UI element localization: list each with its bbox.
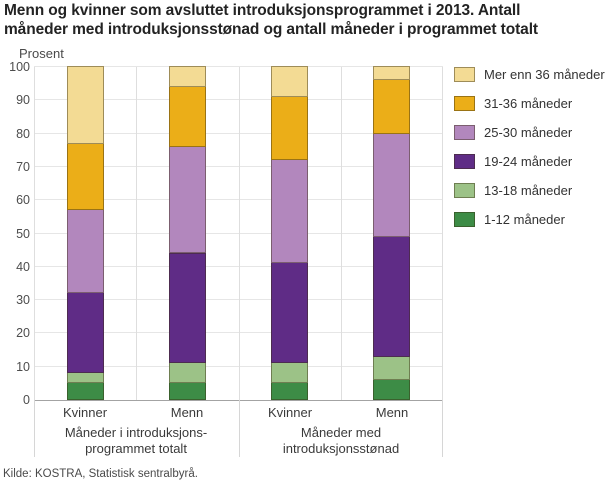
bar-segment [271, 382, 308, 400]
bar-segment [169, 382, 206, 400]
group-divider-line [442, 400, 443, 457]
y-tick-label: 30 [16, 293, 30, 307]
category-label: Menn [375, 405, 409, 420]
gridline-horizontal [34, 199, 443, 201]
legend-item: 31-36 måneder [454, 96, 605, 111]
legend-label: 1-12 måneder [484, 212, 565, 227]
group-label: Måneder med introduksjonsstønad [282, 425, 400, 456]
y-tick-label: 50 [16, 227, 30, 241]
legend: Mer enn 36 måneder 31-36 måneder 25-30 mån… [454, 67, 605, 241]
y-tick-label: 90 [16, 93, 30, 107]
legend-swatch [454, 154, 475, 169]
plot-area [34, 66, 443, 401]
legend-item: 25-30 måneder [454, 125, 605, 140]
bar-segment [67, 292, 104, 374]
bar-segment [67, 372, 104, 384]
gridline-vertical [136, 67, 137, 400]
y-axis-title: Prosent [19, 46, 64, 61]
gridline-horizontal [34, 99, 443, 101]
legend-item: 13-18 måneder [454, 183, 605, 198]
gridline-horizontal [34, 299, 443, 301]
group-label: Måneder i introduksjons- programmet tota… [64, 425, 208, 456]
bar-segment [67, 66, 104, 144]
category-label: Kvinner [62, 405, 108, 420]
bar-segment [373, 132, 410, 237]
legend-item: 19-24 måneder [454, 154, 605, 169]
y-tick-label: 0 [23, 393, 30, 407]
y-tick-label: 40 [16, 260, 30, 274]
bar-segment [169, 85, 206, 147]
bar-segment [271, 95, 308, 161]
legend-item: 1-12 måneder [454, 212, 605, 227]
legend-label: 31-36 måneder [484, 96, 573, 111]
y-tick-label: 100 [9, 60, 30, 74]
source-note: Kilde: KOSTRA, Statistisk sentralbyrå. [3, 468, 198, 480]
y-tick-label: 80 [16, 127, 30, 141]
bar-menn-2 [373, 66, 410, 400]
bar-segment [373, 66, 410, 81]
legend-swatch [454, 212, 475, 227]
group-divider-line [34, 400, 35, 457]
legend-swatch [454, 67, 475, 82]
y-tick-label: 70 [16, 160, 30, 174]
bar-segment [271, 362, 308, 384]
gridline-vertical [239, 67, 240, 400]
y-tick-label: 60 [16, 193, 30, 207]
chart-title: Menn og kvinner som avsluttet introduksj… [4, 2, 538, 38]
y-tick-label: 10 [16, 360, 30, 374]
bar-segment [271, 66, 308, 97]
gridline-vertical [341, 67, 342, 400]
bar-segment [67, 142, 104, 211]
bar-segment [169, 362, 206, 384]
gridline-horizontal [34, 66, 443, 67]
gridline-vertical [34, 67, 35, 400]
bar-segment [373, 355, 410, 381]
bar-segment [169, 145, 206, 254]
bar-segment [271, 262, 308, 364]
legend-item: Mer enn 36 måneder [454, 67, 605, 82]
bar-segment [67, 209, 104, 294]
bar-segment [67, 382, 104, 400]
legend-swatch [454, 125, 475, 140]
bar-segment [373, 235, 410, 357]
category-label: Kvinner [267, 405, 313, 420]
category-label: Menn [170, 405, 204, 420]
gridline-horizontal [34, 132, 443, 134]
y-tick-label: 20 [16, 326, 30, 340]
legend-swatch [454, 96, 475, 111]
bar-kvinner-2 [271, 66, 308, 400]
legend-label: 13-18 måneder [484, 183, 573, 198]
gridline-horizontal [34, 365, 443, 367]
legend-label: Mer enn 36 måneder [484, 67, 605, 82]
bar-segment [169, 252, 206, 364]
bar-segment [169, 66, 206, 87]
gridline-horizontal [34, 332, 443, 334]
legend-label: 19-24 måneder [484, 154, 573, 169]
gridline-horizontal [34, 265, 443, 267]
legend-swatch [454, 183, 475, 198]
bar-segment [373, 79, 410, 134]
gridline-horizontal [34, 232, 443, 234]
gridline-vertical [442, 67, 443, 400]
gridline-horizontal [34, 165, 443, 167]
bar-segment [271, 159, 308, 264]
legend-label: 25-30 måneder [484, 125, 573, 140]
bar-menn-1 [169, 66, 206, 400]
bar-segment [373, 379, 410, 400]
bar-kvinner-1 [67, 66, 104, 400]
group-divider-line [239, 400, 240, 457]
